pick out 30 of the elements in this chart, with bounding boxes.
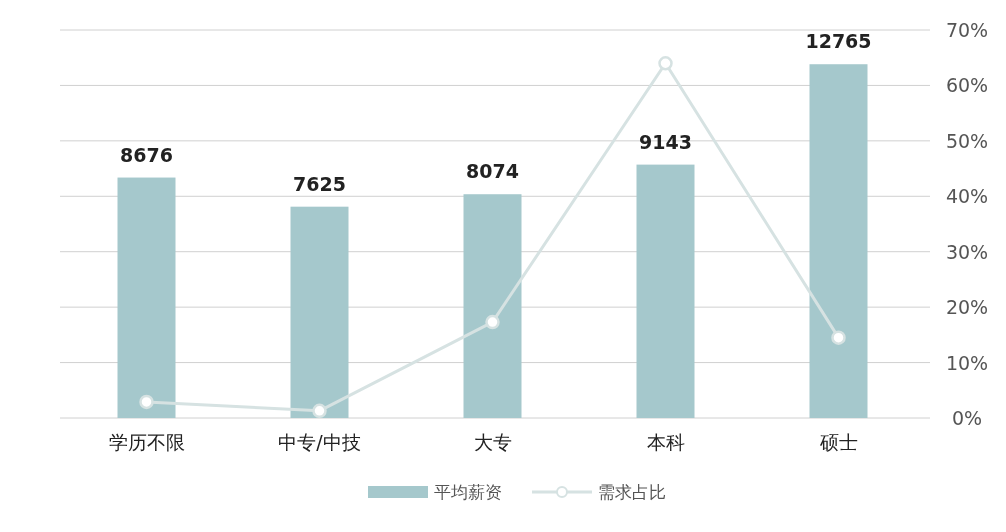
- y2-tick-label: 30%: [945, 240, 989, 263]
- y2-tick-label: 20%: [945, 296, 989, 319]
- x-tick-label: 学历不限: [108, 431, 185, 453]
- x-tick-label: 中专/中技: [278, 431, 361, 453]
- bar: [809, 64, 868, 418]
- data-label: 12765: [805, 30, 872, 53]
- y2-tick-label: 0%: [951, 407, 983, 429]
- x-tick-label: 本科: [646, 431, 685, 453]
- data-label: 9143: [639, 130, 692, 153]
- x-tick-label: 硕士: [818, 431, 858, 453]
- data-label: 8676: [120, 143, 173, 166]
- bar: [290, 206, 349, 418]
- point: [139, 394, 154, 410]
- legend-label: 需求占比: [598, 482, 666, 502]
- bar: [636, 164, 695, 418]
- y2-tick-label: 60%: [945, 74, 989, 97]
- y2-tick-label: 50%: [945, 129, 989, 152]
- x-tick-label: 大专: [473, 431, 512, 453]
- point: [658, 56, 673, 71]
- point: [485, 314, 500, 330]
- bar: [463, 194, 522, 418]
- bar: [117, 177, 176, 418]
- point: [312, 403, 327, 419]
- data-label: 7625: [293, 172, 346, 195]
- legend-label: 平均薪资: [434, 482, 502, 502]
- point: [831, 330, 846, 345]
- y2-tick-label: 10%: [945, 351, 989, 374]
- y2-tick-label: 70%: [945, 19, 989, 41]
- y2-tick-label: 40%: [945, 185, 989, 208]
- data-label: 8074: [466, 160, 519, 183]
